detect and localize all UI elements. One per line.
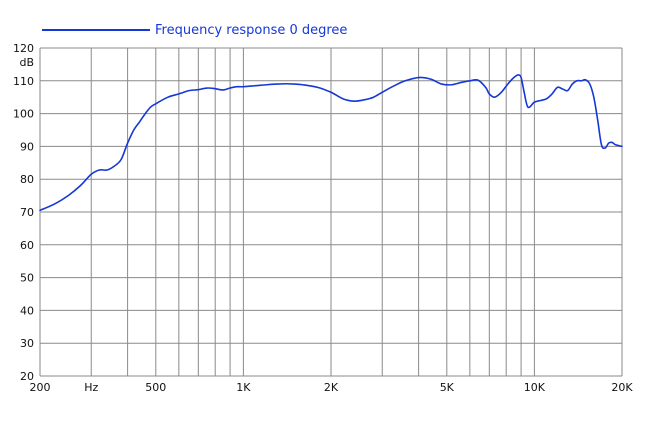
axis-labels: dB 20 30 40 50 60 70 80 90 100 110 120 200 Hz 500 1K 2K… xyxy=(13,42,633,394)
x-tick-label: 2K xyxy=(324,381,339,394)
y-tick-label: 70 xyxy=(20,206,34,219)
x-tick-label: 500 xyxy=(145,381,166,394)
x-tick-label: 20K xyxy=(611,381,633,394)
y-tick-label: 120 xyxy=(13,42,34,55)
y-tick-label: 30 xyxy=(20,337,34,350)
x-tick-label: 200 xyxy=(30,381,51,394)
y-unit-label: dB xyxy=(19,56,34,69)
x-tick-label: 1K xyxy=(236,381,251,394)
grid-layer xyxy=(39,47,623,377)
y-tick-label: 100 xyxy=(13,108,34,121)
legend: Frequency response 0 degree xyxy=(42,23,347,38)
series-layer xyxy=(39,74,623,212)
series-line-frequency-response xyxy=(39,74,623,212)
y-tick-label: 20 xyxy=(20,370,34,383)
x-tick-label: 5K xyxy=(440,381,455,394)
y-tick-label: 110 xyxy=(13,75,34,88)
y-tick-label: 60 xyxy=(20,239,34,252)
x-tick-label: 10K xyxy=(524,381,546,394)
y-tick-label: 50 xyxy=(20,272,34,285)
y-tick-label: 90 xyxy=(20,140,34,153)
x-tick-label: Hz xyxy=(84,381,98,394)
y-tick-label: 80 xyxy=(20,173,34,186)
legend-series-label: Frequency response 0 degree xyxy=(155,23,347,38)
y-tick-label: 40 xyxy=(20,304,34,317)
